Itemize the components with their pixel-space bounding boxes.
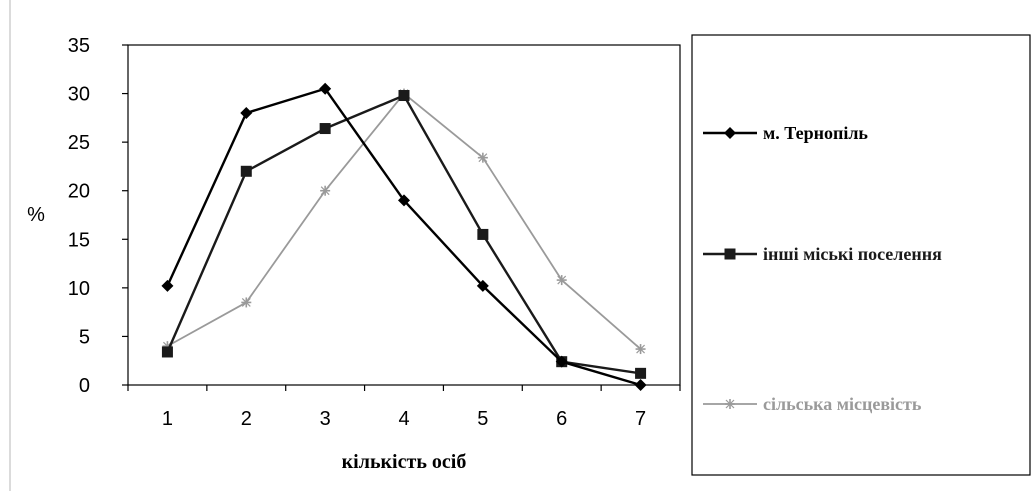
- data-point: [241, 297, 252, 308]
- data-point: [319, 123, 331, 135]
- legend-item: сільська місцевість: [703, 394, 922, 414]
- data-point: [319, 82, 332, 95]
- data-point: [635, 344, 646, 355]
- square-marker: [724, 248, 736, 260]
- square-marker: [319, 123, 331, 135]
- data-point: [476, 279, 489, 292]
- y-tick-label: 0: [79, 375, 90, 397]
- series-group: [162, 88, 646, 355]
- square-marker: [635, 367, 647, 379]
- legend-label: м. Тернопіль: [763, 123, 868, 143]
- x-tick-label: 7: [635, 408, 646, 430]
- x-tick-label: 4: [398, 408, 409, 430]
- legend: м. Тернопіль інші міські поселення сільськ…: [691, 34, 1031, 476]
- diamond-marker: [724, 127, 736, 139]
- legend-label: інші міські поселення: [763, 244, 942, 264]
- data-point: [634, 379, 647, 391]
- star-marker: [241, 297, 252, 308]
- square-marker: [161, 346, 173, 358]
- series-layer: [161, 82, 647, 391]
- x-tick-label: 6: [556, 408, 567, 430]
- x-tick-label: 2: [241, 408, 252, 430]
- x-tick-label: 5: [477, 408, 488, 430]
- y-tick-label: 35: [68, 35, 90, 57]
- y-tick-label: 30: [68, 84, 90, 106]
- diamond-marker: [634, 379, 647, 391]
- y-tick-label: 5: [79, 326, 90, 348]
- data-point: [398, 194, 410, 207]
- data-point: [477, 228, 489, 240]
- diamond-marker: [161, 279, 174, 292]
- plot-area: [127, 44, 681, 386]
- y-axis-label: %: [27, 204, 45, 226]
- legend-item: м. Тернопіль: [703, 123, 868, 143]
- data-point: [555, 355, 568, 368]
- square-marker: [240, 165, 252, 177]
- square-marker: [398, 90, 410, 102]
- data-point: [477, 152, 488, 163]
- data-point: [161, 346, 173, 358]
- diamond-marker: [240, 107, 253, 119]
- data-point: [398, 90, 410, 102]
- diamond-marker: [398, 194, 410, 207]
- x-axis-label: кількість осіб: [342, 451, 467, 473]
- legend-label: сільська місцевість: [763, 394, 922, 414]
- diamond-marker: [476, 279, 489, 292]
- series-line: [166, 94, 641, 375]
- y-axis: 0 5 10 15 20 25 30 35: [68, 35, 128, 397]
- legend-item: інші міські поселення: [703, 244, 942, 264]
- data-point: [161, 279, 174, 292]
- star-marker: [556, 275, 567, 286]
- star-marker: [635, 344, 646, 355]
- y-tick-label: 15: [68, 229, 90, 251]
- star-marker: [725, 399, 735, 409]
- series-group: [161, 90, 647, 379]
- x-tick-label: 3: [320, 408, 331, 430]
- data-point: [635, 367, 647, 379]
- series-group: [161, 82, 647, 391]
- data-point: [240, 165, 252, 177]
- y-tick-label: 20: [68, 181, 90, 203]
- diamond-marker: [319, 82, 332, 95]
- y-tick-label: 25: [68, 132, 90, 154]
- data-point: [556, 275, 567, 286]
- diamond-marker: [555, 355, 568, 368]
- star-marker: [320, 185, 331, 196]
- series-line: [166, 87, 641, 387]
- square-marker: [477, 228, 489, 240]
- x-tick-label: 1: [162, 408, 173, 430]
- data-point: [240, 107, 253, 119]
- data-point: [320, 185, 331, 196]
- star-marker: [477, 152, 488, 163]
- y-tick-label: 10: [68, 278, 90, 300]
- x-axis: 1 2 3 4 5 6 7: [127, 385, 681, 430]
- plot-frame: [127, 44, 681, 386]
